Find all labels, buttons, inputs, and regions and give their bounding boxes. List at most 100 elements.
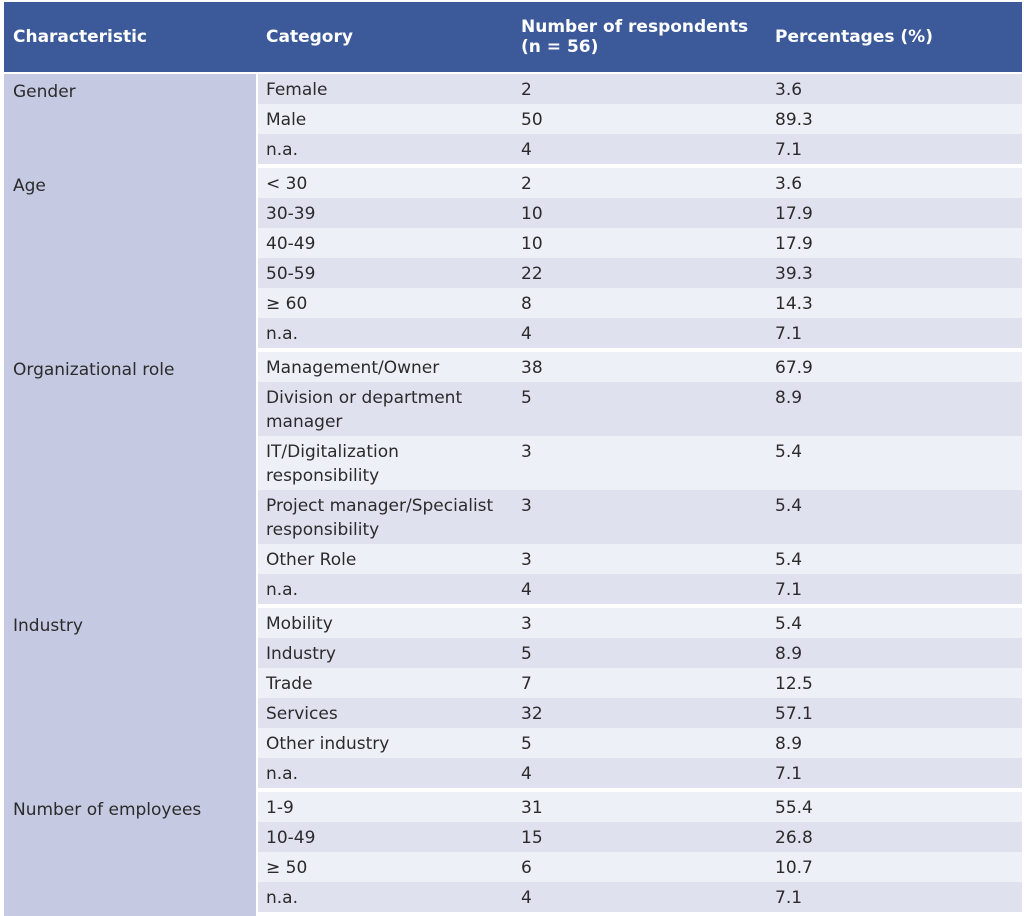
category-cell: Project manager/Specialist responsibilit… — [258, 490, 513, 544]
table-row: Other industry 5 8.9 — [4, 728, 1022, 758]
table-row: Number of employees 1-9 31 55.4 — [4, 792, 1022, 916]
characteristic-cell: Age — [4, 168, 258, 352]
category-cell: Trade — [258, 668, 513, 698]
percentage-cell: 8.9 — [767, 382, 1022, 436]
respondents-cell: 3 — [513, 490, 767, 544]
category-cell: Services — [258, 698, 513, 728]
table-row: 40-49 10 17.9 — [4, 228, 1022, 258]
percentage-cell: 7.1 — [767, 574, 1022, 608]
table-header: Characteristic Category Number of respon… — [4, 2, 1022, 74]
percentage-cell: 57.1 — [767, 698, 1022, 728]
category-cell: 1-9 — [258, 792, 513, 822]
category-cell: n.a. — [258, 574, 513, 608]
percentage-cell: 14.3 — [767, 288, 1022, 318]
respondents-cell: 5 — [513, 382, 767, 436]
percentage-cell: 55.4 — [767, 792, 1022, 822]
respondents-cell: 4 — [513, 758, 767, 792]
respondents-cell: 50 — [513, 104, 767, 134]
respondents-cell: 22 — [513, 258, 767, 288]
table-row: Division or department manager 5 8.9 — [4, 382, 1022, 436]
category-cell: n.a. — [258, 134, 513, 168]
table-row: n.a. 4 7.1 — [4, 574, 1022, 608]
category-cell: IT/Digitalization responsibility — [258, 436, 513, 490]
table-row: Industry Mobility 3 5.4 — [4, 608, 1022, 792]
header-respondents-n: (n = 56) — [521, 37, 599, 57]
category-cell: Mobility — [258, 608, 513, 638]
respondents-cell: 38 — [513, 352, 767, 382]
respondents-cell: 4 — [513, 318, 767, 352]
respondents-table-container: Characteristic Category Number of respon… — [4, 2, 1022, 916]
respondents-cell: 10 — [513, 228, 767, 258]
category-cell: < 30 — [258, 168, 513, 198]
respondents-cell: 8 — [513, 288, 767, 318]
category-cell: Other industry — [258, 728, 513, 758]
respondents-cell: 3 — [513, 608, 767, 638]
table-row: 10-49 15 26.8 — [4, 822, 1022, 852]
category-cell: ≥ 50 — [258, 852, 513, 882]
respondents-cell: 3 — [513, 544, 767, 574]
percentage-cell: 12.5 — [767, 668, 1022, 698]
respondents-cell: 5 — [513, 728, 767, 758]
percentage-cell: 5.4 — [767, 608, 1022, 638]
header-percentages: Percentages (%) — [767, 2, 1022, 74]
header-characteristic: Characteristic — [4, 2, 258, 74]
percentage-cell: 39.3 — [767, 258, 1022, 288]
table-row: n.a. 4 7.1 — [4, 134, 1022, 168]
respondents-cell: 5 — [513, 638, 767, 668]
respondents-cell: 7 — [513, 668, 767, 698]
percentage-cell: 7.1 — [767, 882, 1022, 916]
respondents-cell: 10 — [513, 198, 767, 228]
respondents-cell: 4 — [513, 574, 767, 608]
respondents-table: Characteristic Category Number of respon… — [4, 2, 1022, 916]
category-cell: 50-59 — [258, 258, 513, 288]
percentage-cell: 7.1 — [767, 758, 1022, 792]
category-cell: Female — [258, 74, 513, 104]
respondents-cell: 3 — [513, 436, 767, 490]
category-cell: 30-39 — [258, 198, 513, 228]
table-row: Age < 30 2 3.6 — [4, 168, 1022, 352]
table-row: n.a. 4 7.1 — [4, 318, 1022, 352]
category-cell: Industry — [258, 638, 513, 668]
table-row: Organizational role Management/Owner 38 67.… — [4, 352, 1022, 608]
percentage-cell: 5.4 — [767, 544, 1022, 574]
table-row: Other Role 3 5.4 — [4, 544, 1022, 574]
percentage-cell: 10.7 — [767, 852, 1022, 882]
header-respondents: Number of respondents (n = 56) — [513, 2, 767, 74]
table-row: 50-59 22 39.3 — [4, 258, 1022, 288]
table-row: IT/Digitalization responsibility 3 5.4 — [4, 436, 1022, 490]
table-row: Trade 7 12.5 — [4, 668, 1022, 698]
category-cell: Management/Owner — [258, 352, 513, 382]
respondents-cell: 4 — [513, 134, 767, 168]
percentage-cell: 5.4 — [767, 436, 1022, 490]
characteristic-cell: Number of employees — [4, 792, 258, 916]
percentage-cell: 17.9 — [767, 198, 1022, 228]
category-cell: ≥ 60 — [258, 288, 513, 318]
category-cell: n.a. — [258, 758, 513, 792]
table-body: Gender Female 2 3.6 Male 50 89.3 n.a. 4 7.1 Age < 3… — [4, 74, 1022, 916]
percentage-cell: 5.4 — [767, 490, 1022, 544]
percentage-cell: 3.6 — [767, 168, 1022, 198]
percentage-cell: 26.8 — [767, 822, 1022, 852]
table-row: Services 32 57.1 — [4, 698, 1022, 728]
category-cell: Division or department manager — [258, 382, 513, 436]
respondents-cell: 2 — [513, 168, 767, 198]
characteristic-cell: Organizational role — [4, 352, 258, 608]
characteristic-cell: Industry — [4, 608, 258, 792]
table-row: Industry 5 8.9 — [4, 638, 1022, 668]
percentage-cell: 17.9 — [767, 228, 1022, 258]
percentage-cell: 89.3 — [767, 104, 1022, 134]
respondents-cell: 6 — [513, 852, 767, 882]
respondents-cell: 15 — [513, 822, 767, 852]
respondents-cell: 32 — [513, 698, 767, 728]
respondents-cell: 4 — [513, 882, 767, 916]
respondents-cell: 2 — [513, 74, 767, 104]
percentage-cell: 3.6 — [767, 74, 1022, 104]
category-cell: n.a. — [258, 882, 513, 916]
category-cell: 40-49 — [258, 228, 513, 258]
percentage-cell: 8.9 — [767, 728, 1022, 758]
percentage-cell: 67.9 — [767, 352, 1022, 382]
table-row: ≥ 50 6 10.7 — [4, 852, 1022, 882]
percentage-cell: 7.1 — [767, 318, 1022, 352]
category-cell: n.a. — [258, 318, 513, 352]
percentage-cell: 7.1 — [767, 134, 1022, 168]
